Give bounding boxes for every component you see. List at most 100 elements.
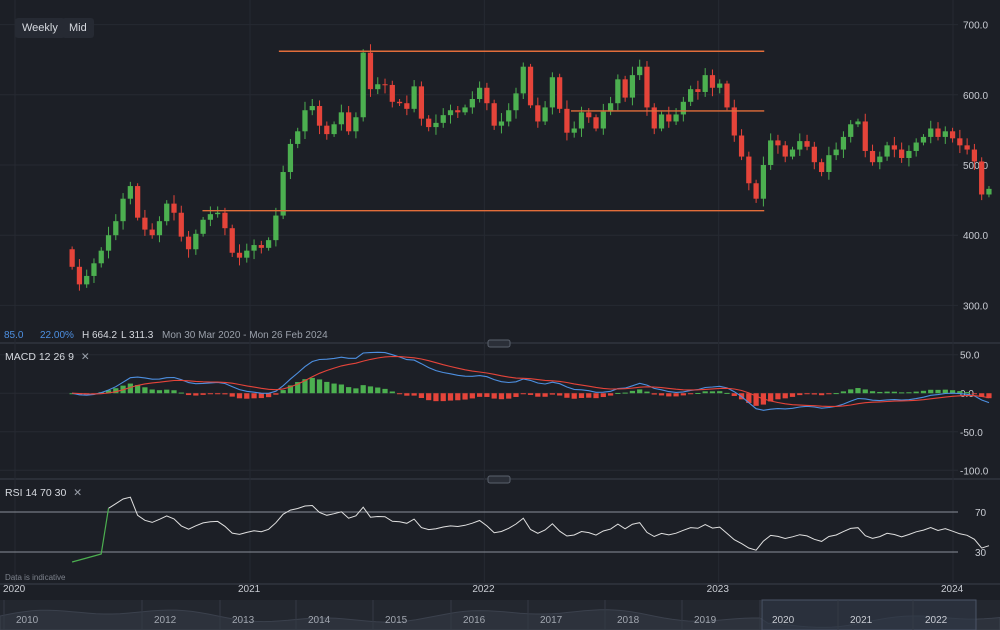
candle bbox=[826, 146, 832, 180]
macd-histogram-bar bbox=[607, 393, 614, 396]
candle bbox=[149, 223, 155, 239]
candle bbox=[142, 209, 148, 236]
candle bbox=[418, 81, 425, 126]
candle-body bbox=[113, 221, 119, 236]
candle bbox=[229, 224, 235, 257]
candle-body bbox=[91, 263, 97, 276]
candle-body bbox=[564, 108, 570, 133]
candle bbox=[666, 106, 672, 128]
pane-resize-handle[interactable] bbox=[487, 475, 511, 484]
navigator-year-label: 2012 bbox=[154, 615, 177, 626]
candle bbox=[76, 259, 83, 291]
macd-histogram-bar bbox=[149, 389, 155, 394]
macd-axis-label: 50.0 bbox=[960, 351, 980, 362]
candle bbox=[615, 74, 621, 111]
candle-body bbox=[855, 121, 861, 125]
candle bbox=[105, 226, 112, 259]
macd-histogram-bar bbox=[324, 381, 330, 394]
candle bbox=[98, 247, 104, 268]
candle bbox=[185, 231, 192, 258]
macd-histogram-bar bbox=[447, 393, 454, 401]
macd-histogram-bar bbox=[586, 393, 592, 398]
candle bbox=[855, 118, 861, 128]
candle-body bbox=[498, 121, 505, 126]
macd-histogram-bar bbox=[535, 393, 541, 397]
candle bbox=[135, 183, 141, 221]
candle-body bbox=[84, 275, 90, 285]
candle bbox=[789, 146, 796, 160]
macd-param-2: 26 bbox=[53, 351, 66, 363]
macd-histogram-bar bbox=[346, 387, 352, 394]
candle-body bbox=[746, 156, 752, 184]
candle-body bbox=[709, 75, 716, 88]
candle bbox=[491, 99, 497, 130]
candle bbox=[309, 99, 315, 116]
candle bbox=[731, 99, 737, 142]
macd-histogram-bar bbox=[411, 393, 417, 396]
pane-resize-handle[interactable] bbox=[487, 339, 511, 348]
candle-body bbox=[891, 145, 897, 150]
macd-histogram-bar bbox=[367, 386, 374, 394]
candle-body bbox=[331, 124, 337, 135]
candle bbox=[688, 85, 694, 107]
macd-histogram-bar bbox=[840, 391, 847, 394]
candle-body bbox=[411, 86, 417, 109]
macd-histogram-bar bbox=[498, 393, 505, 400]
candle-body bbox=[578, 112, 585, 129]
macd-histogram-bar bbox=[506, 393, 512, 399]
candle-body bbox=[462, 107, 468, 113]
price-type-button[interactable]: Mid bbox=[62, 18, 94, 38]
macd-histogram-bar bbox=[731, 393, 737, 397]
candle-body bbox=[702, 75, 708, 92]
candle bbox=[724, 80, 730, 111]
macd-histogram-bar bbox=[142, 387, 148, 394]
candle-body bbox=[658, 114, 665, 129]
candle-body bbox=[236, 252, 243, 258]
macd-histogram-bar bbox=[418, 393, 425, 399]
candle bbox=[302, 101, 308, 140]
candle-body bbox=[928, 128, 934, 137]
macd-histogram-bar bbox=[127, 383, 133, 394]
candle-body bbox=[527, 66, 534, 106]
candle bbox=[462, 104, 468, 116]
macd-histogram-bar bbox=[869, 391, 876, 394]
candle bbox=[295, 127, 301, 149]
navigator-year-label: 2019 bbox=[694, 615, 717, 626]
macd-close-icon[interactable]: ✕ bbox=[80, 351, 90, 363]
candle-body bbox=[513, 93, 519, 111]
candle-body bbox=[680, 101, 686, 115]
candle-body bbox=[295, 131, 301, 144]
candle-body bbox=[142, 217, 148, 230]
candle-body bbox=[586, 112, 592, 118]
rsi-axis-label: 30 bbox=[975, 548, 987, 559]
info-high: H 664.2 bbox=[82, 330, 118, 341]
candle-body bbox=[229, 228, 235, 253]
macd-histogram-bar bbox=[811, 393, 817, 395]
macd-histogram-bar bbox=[353, 388, 359, 394]
macd-histogram-bar bbox=[891, 391, 897, 394]
candle-body bbox=[316, 106, 323, 126]
candle-body bbox=[637, 66, 643, 76]
macd-histogram-bar bbox=[491, 393, 497, 399]
macd-histogram-bar bbox=[484, 393, 490, 397]
candle bbox=[207, 206, 214, 227]
candle-body bbox=[302, 110, 308, 132]
macd-histogram-bar bbox=[848, 389, 854, 394]
macd-histogram-bar bbox=[316, 379, 323, 394]
candle bbox=[637, 59, 643, 81]
candle-body bbox=[600, 111, 606, 129]
candle-body bbox=[135, 186, 141, 218]
macd-histogram-bar bbox=[222, 393, 228, 395]
candle bbox=[389, 80, 395, 108]
macd-axis-label: -50.0 bbox=[960, 428, 983, 439]
rsi-close-icon[interactable]: ✕ bbox=[73, 487, 83, 499]
macd-histogram-bar bbox=[193, 393, 199, 396]
candle-body bbox=[171, 203, 177, 213]
navigator-selection[interactable] bbox=[761, 599, 977, 630]
candle-body bbox=[491, 103, 497, 126]
macd-histogram-bar bbox=[658, 393, 665, 396]
candle-body bbox=[164, 203, 170, 222]
interval-button[interactable]: Weekly bbox=[15, 18, 65, 38]
macd-histogram-bar bbox=[913, 391, 919, 394]
